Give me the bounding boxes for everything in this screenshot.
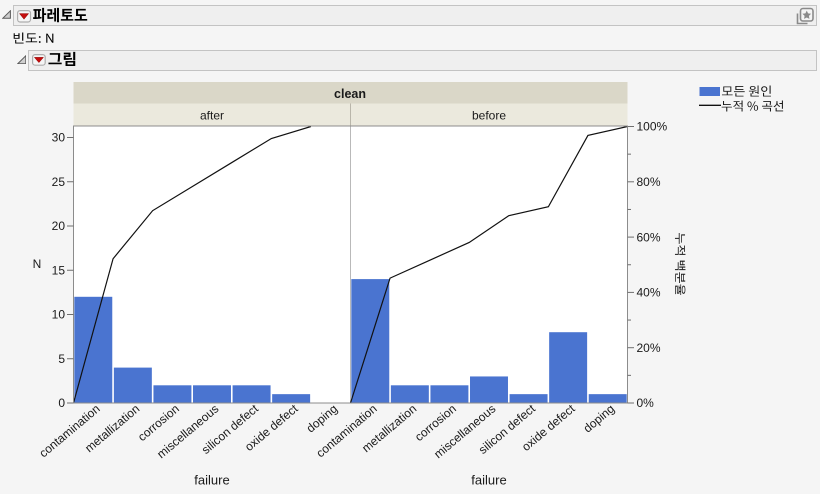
svg-text:after: after (200, 109, 224, 123)
svg-text:40%: 40% (637, 286, 661, 300)
svg-text:20: 20 (52, 219, 66, 233)
svg-text:clean: clean (334, 87, 366, 101)
svg-text:0: 0 (58, 396, 65, 410)
svg-text:15: 15 (52, 263, 66, 277)
svg-text:N: N (33, 257, 42, 271)
svg-text:0%: 0% (637, 396, 655, 410)
svg-text:doping: doping (304, 402, 341, 436)
svg-text:80%: 80% (637, 175, 661, 189)
svg-text:failure: failure (471, 473, 506, 488)
svg-text:30: 30 (52, 131, 66, 145)
svg-text:5: 5 (58, 352, 65, 366)
svg-text:10: 10 (52, 308, 66, 322)
svg-text:failure: failure (194, 473, 229, 488)
svg-text:100%: 100% (637, 120, 668, 134)
svg-text:25: 25 (52, 175, 66, 189)
svg-text:60%: 60% (637, 230, 661, 244)
svg-text:20%: 20% (637, 341, 661, 355)
svg-text:before: before (472, 109, 506, 123)
svg-text:doping: doping (581, 402, 618, 436)
